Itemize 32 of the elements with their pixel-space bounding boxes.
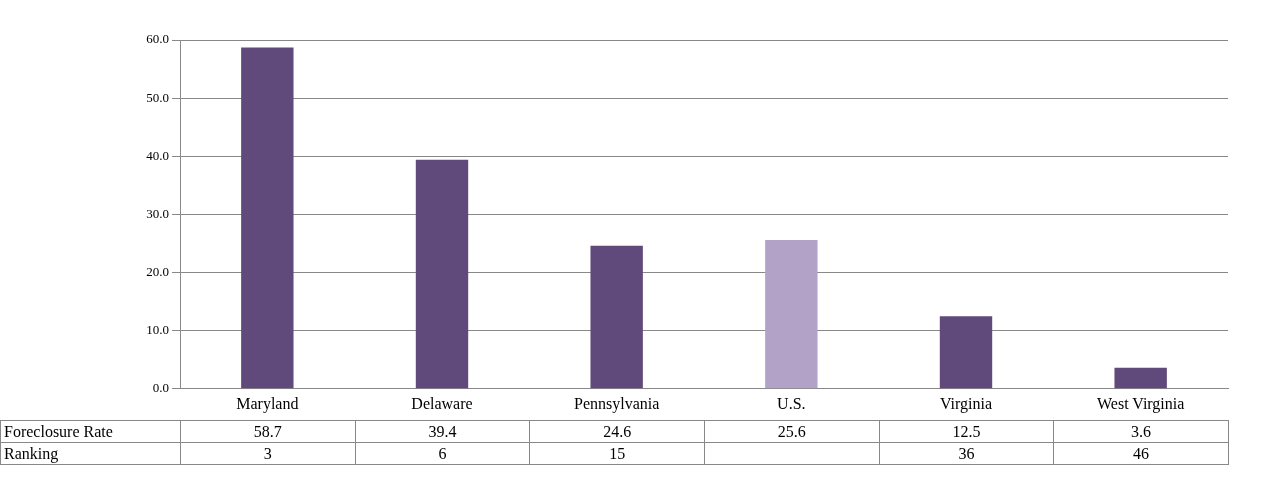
data-label: 3.6 <box>1053 420 1229 443</box>
data-label: 39.4 <box>355 420 530 443</box>
text: 36 <box>879 442 1054 465</box>
bar <box>241 47 294 389</box>
y-tick-label: 20.0 <box>146 263 169 279</box>
data-label: 24.6 <box>529 420 705 443</box>
y-tick-label: 0.0 <box>152 380 169 396</box>
x-tick-label: Delaware <box>411 394 473 412</box>
x-tick-label: West Virginia <box>1096 394 1185 413</box>
text: 15 <box>529 442 705 465</box>
text: Ranking <box>0 442 181 465</box>
y-tick-label: 30.0 <box>146 205 169 221</box>
bar <box>590 245 643 389</box>
bar <box>1114 367 1167 389</box>
bar <box>765 239 818 389</box>
data-label: 25.6 <box>704 420 880 443</box>
text: 3 <box>180 442 356 465</box>
text: Foreclosure Rate <box>0 420 181 443</box>
text: 6 <box>355 442 530 465</box>
x-tick-label: Virginia <box>939 394 993 413</box>
text: 46 <box>1053 442 1229 465</box>
y-tick-label: 60.0 <box>146 31 169 47</box>
data-label: 58.7 <box>180 420 356 443</box>
y-tick-label: 10.0 <box>146 322 169 338</box>
x-tick-label: Maryland <box>236 394 299 413</box>
x-tick-label: U.S. <box>777 394 806 412</box>
bar <box>415 159 469 389</box>
bar <box>939 316 993 389</box>
x-tick-label: Pennsylvania <box>574 394 660 413</box>
y-tick-label: 50.0 <box>146 89 169 105</box>
data-label: 12.5 <box>879 420 1054 443</box>
y-tick-label: 40.0 <box>146 147 169 163</box>
